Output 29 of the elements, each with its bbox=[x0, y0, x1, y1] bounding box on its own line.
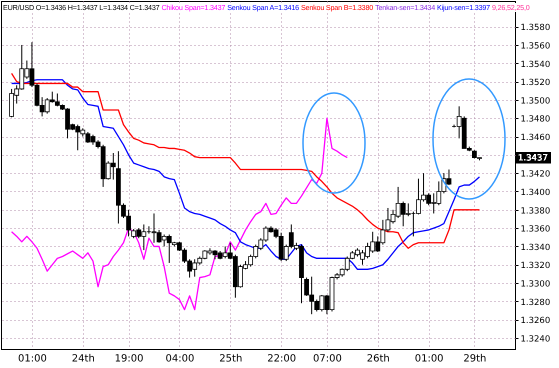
x-tick-label: 01:00 bbox=[18, 354, 47, 364]
y-tick-label: 1.3380 bbox=[520, 206, 550, 216]
ref-line-label: 1.3437 bbox=[518, 154, 548, 164]
y-tick-label: 1.3400 bbox=[520, 188, 550, 198]
x-tick-label: 07:00 bbox=[313, 354, 342, 364]
x-tick-label: 29th bbox=[463, 354, 486, 364]
y-tick-label: 1.3500 bbox=[520, 96, 550, 106]
y-tick-label: 1.3280 bbox=[520, 298, 550, 308]
y-tick-label: 1.3520 bbox=[520, 78, 550, 88]
x-tick-label: 24th bbox=[72, 354, 95, 364]
x-tick-label: 26th bbox=[366, 354, 390, 364]
x-tick-label: 22:00 bbox=[267, 354, 296, 364]
y-tick-label: 1.3320 bbox=[520, 261, 550, 272]
y-tick-label: 1.3300 bbox=[520, 280, 550, 290]
x-tick-label: 01:00 bbox=[414, 354, 444, 364]
y-tick-label: 1.3560 bbox=[520, 41, 550, 52]
y-tick-label: 1.3460 bbox=[520, 133, 550, 144]
y-tick-label: 1.3580 bbox=[520, 23, 550, 34]
y-tick-label: 1.3480 bbox=[520, 114, 550, 125]
y-tick-label: 1.3260 bbox=[520, 316, 550, 326]
y-tick-label: 1.3540 bbox=[520, 60, 550, 70]
x-tick-label: 19:00 bbox=[114, 354, 144, 364]
y-tick-label: 1.3360 bbox=[520, 224, 550, 235]
x-tick-label: 04:00 bbox=[166, 354, 194, 364]
y-tick-label: 1.3240 bbox=[520, 334, 550, 345]
y-tick-label: 1.3420 bbox=[520, 170, 550, 180]
y-tick-label: 1.3340 bbox=[520, 242, 550, 253]
line-series bbox=[10, 118, 348, 310]
x-tick-label: 25th bbox=[219, 354, 242, 364]
